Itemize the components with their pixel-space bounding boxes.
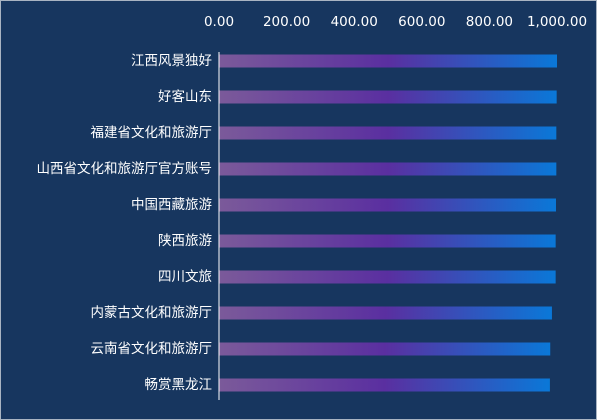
bar[interactable] (219, 306, 552, 320)
category-label: 四川文旅 (158, 269, 212, 285)
bars (219, 54, 557, 392)
y-axis-labels: 江西风景独好好客山东福建省文化和旅游厅山西省文化和旅游厅官方账号中国西藏旅游陕西… (37, 53, 213, 393)
x-tick-label: 600.00 (398, 14, 445, 30)
category-label: 陕西旅游 (158, 233, 212, 249)
bar[interactable] (219, 162, 557, 176)
category-label: 中国西藏旅游 (131, 197, 212, 213)
x-axis-ticks: 0.00 200.00 400.00 600.00 800.00 1,000.00 (204, 14, 587, 30)
category-label: 福建省文化和旅游厅 (91, 125, 213, 141)
category-label: 畅赏黑龙江 (145, 377, 213, 393)
bar[interactable] (219, 90, 557, 104)
bar[interactable] (219, 126, 557, 140)
category-label: 内蒙古文化和旅游厅 (91, 305, 213, 321)
bar[interactable] (219, 54, 557, 68)
x-tick-label: 400.00 (331, 14, 378, 30)
x-tick-label: 200.00 (263, 14, 310, 30)
x-tick-label: 1,000.00 (527, 14, 587, 30)
bar[interactable] (219, 270, 556, 284)
category-label: 云南省文化和旅游厅 (91, 341, 213, 357)
category-label: 江西风景独好 (131, 53, 212, 69)
x-tick-label: 0.00 (204, 14, 234, 30)
bar[interactable] (219, 198, 556, 212)
category-label: 好客山东 (158, 88, 212, 105)
category-label: 山西省文化和旅游厅官方账号 (37, 161, 213, 177)
bar[interactable] (219, 342, 551, 356)
bar[interactable] (219, 234, 556, 248)
x-tick-label: 800.00 (466, 14, 513, 30)
bar[interactable] (219, 378, 550, 392)
